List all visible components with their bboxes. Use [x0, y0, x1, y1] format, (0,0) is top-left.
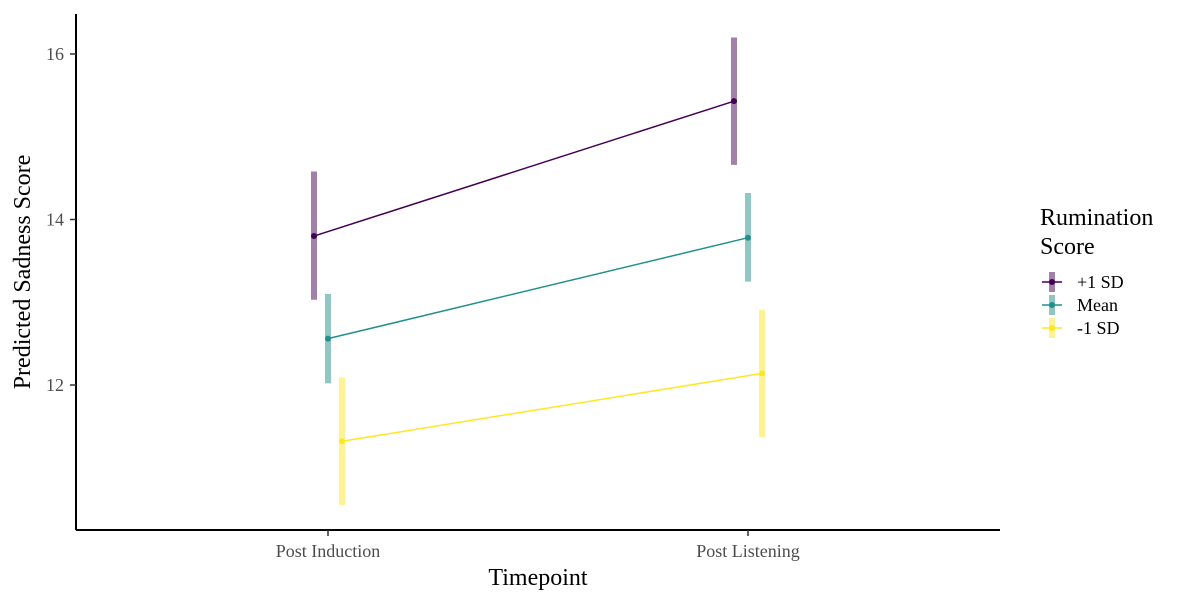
x-axis-title: Timepoint [488, 565, 587, 591]
y-tick-label: 14 [46, 210, 64, 230]
legend-label: +1 SD [1077, 272, 1124, 292]
data-point [325, 335, 331, 342]
legend-key-point [1049, 325, 1055, 331]
series-plus-1-sd [311, 37, 737, 300]
series-line [327, 236, 749, 340]
series-mean [325, 193, 751, 384]
data-point [745, 234, 751, 241]
x-tick-label: Post Induction [276, 541, 381, 561]
legend-label: Mean [1077, 295, 1118, 315]
legend-item: +1 SD [1042, 272, 1124, 292]
y-ticks: 12 14 16 [46, 44, 76, 395]
legend-key-point [1049, 279, 1055, 285]
series-line [313, 100, 735, 237]
x-tick-label: Post Listening [696, 541, 800, 561]
series-minus-1-sd [339, 309, 765, 505]
data-point [339, 438, 345, 445]
data-point [311, 233, 317, 240]
legend-title-line-1: Rumination [1040, 205, 1153, 231]
legend: Rumination Score +1 SD Mean -1 SD [1040, 205, 1153, 338]
axes [75, 14, 1000, 531]
legend-label: -1 SD [1077, 318, 1120, 338]
x-ticks: Post Induction Post Listening [276, 530, 800, 561]
data-point [731, 98, 737, 105]
series-line [341, 372, 763, 443]
data-point [759, 370, 765, 377]
y-tick-label: 12 [46, 375, 64, 395]
legend-key-point [1049, 302, 1055, 308]
series-layer [311, 37, 765, 505]
legend-item: -1 SD [1042, 318, 1120, 338]
legend-item: Mean [1042, 295, 1118, 315]
y-axis-title: Predicted Sadness Score [10, 155, 36, 390]
legend-items: +1 SD Mean -1 SD [1042, 272, 1124, 338]
y-tick-label: 16 [46, 44, 64, 64]
legend-title-line-2: Score [1040, 234, 1095, 260]
